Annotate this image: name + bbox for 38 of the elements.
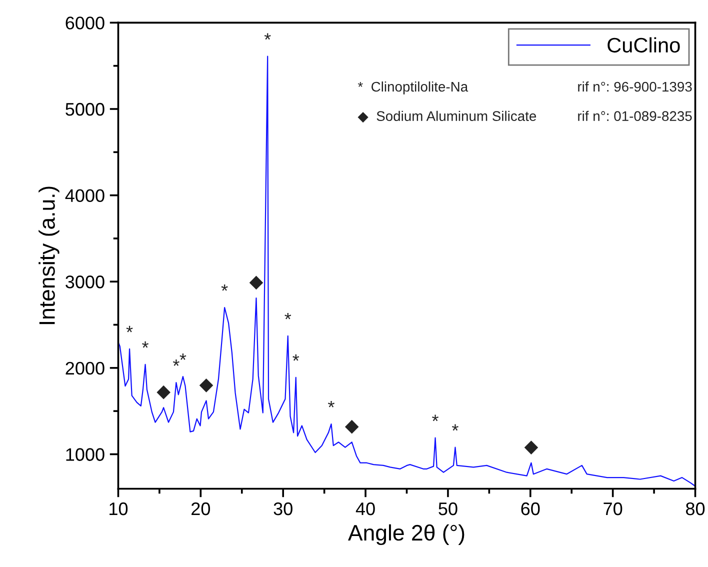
annotation: ◆ bbox=[249, 276, 264, 290]
annotation: * bbox=[126, 326, 133, 332]
annotation: * Clinoptilolite-Na bbox=[358, 81, 468, 94]
x-tick-label: 10 bbox=[110, 502, 128, 516]
x-tick-label: 40 bbox=[356, 502, 375, 516]
y-tick-label: 2000 bbox=[66, 362, 104, 375]
legend-label: CuClino bbox=[608, 37, 680, 53]
annotation: * bbox=[172, 360, 180, 366]
x-tick-label: 70 bbox=[604, 502, 622, 516]
annotation: * bbox=[284, 312, 292, 320]
annotation: * bbox=[180, 354, 186, 360]
annotation: * bbox=[221, 284, 228, 291]
annotation: ◆ bbox=[524, 440, 538, 454]
x-axis-title: Angle 2θ (°) bbox=[348, 524, 464, 546]
y-tick-label: 5000 bbox=[66, 102, 104, 116]
annotation: rif n°: 96-900-1393 bbox=[578, 81, 692, 92]
y-tick-label: 4000 bbox=[65, 189, 104, 202]
annotation: ◆ Sodium Aluminum Silicate bbox=[358, 110, 536, 123]
x-tick-label: 60 bbox=[521, 502, 540, 516]
y-tick-label: 3000 bbox=[66, 276, 104, 288]
annotation: * bbox=[292, 354, 300, 361]
annotation: * bbox=[452, 424, 458, 431]
x-tick-label: 30 bbox=[274, 502, 292, 516]
annotation: ◆ bbox=[156, 385, 170, 400]
line-series bbox=[118, 56, 696, 487]
annotation: * bbox=[328, 400, 334, 408]
x-tick-label: 20 bbox=[192, 502, 210, 516]
annotation: * bbox=[432, 414, 438, 422]
y-tick-label: 1000 bbox=[66, 448, 104, 461]
annotation: * bbox=[142, 341, 149, 348]
annotation: rif n°: 01-089-8235 bbox=[578, 110, 692, 122]
annotation: * bbox=[264, 33, 271, 40]
annotation: ◆ bbox=[199, 378, 214, 392]
y-axis-title: Intensity (a.u.) bbox=[38, 186, 60, 324]
annotation: ◆ bbox=[344, 420, 359, 434]
x-tick-label: 50 bbox=[438, 502, 458, 516]
y-tick-label: 6000 bbox=[66, 16, 104, 30]
x-tick-label: 80 bbox=[686, 502, 705, 516]
